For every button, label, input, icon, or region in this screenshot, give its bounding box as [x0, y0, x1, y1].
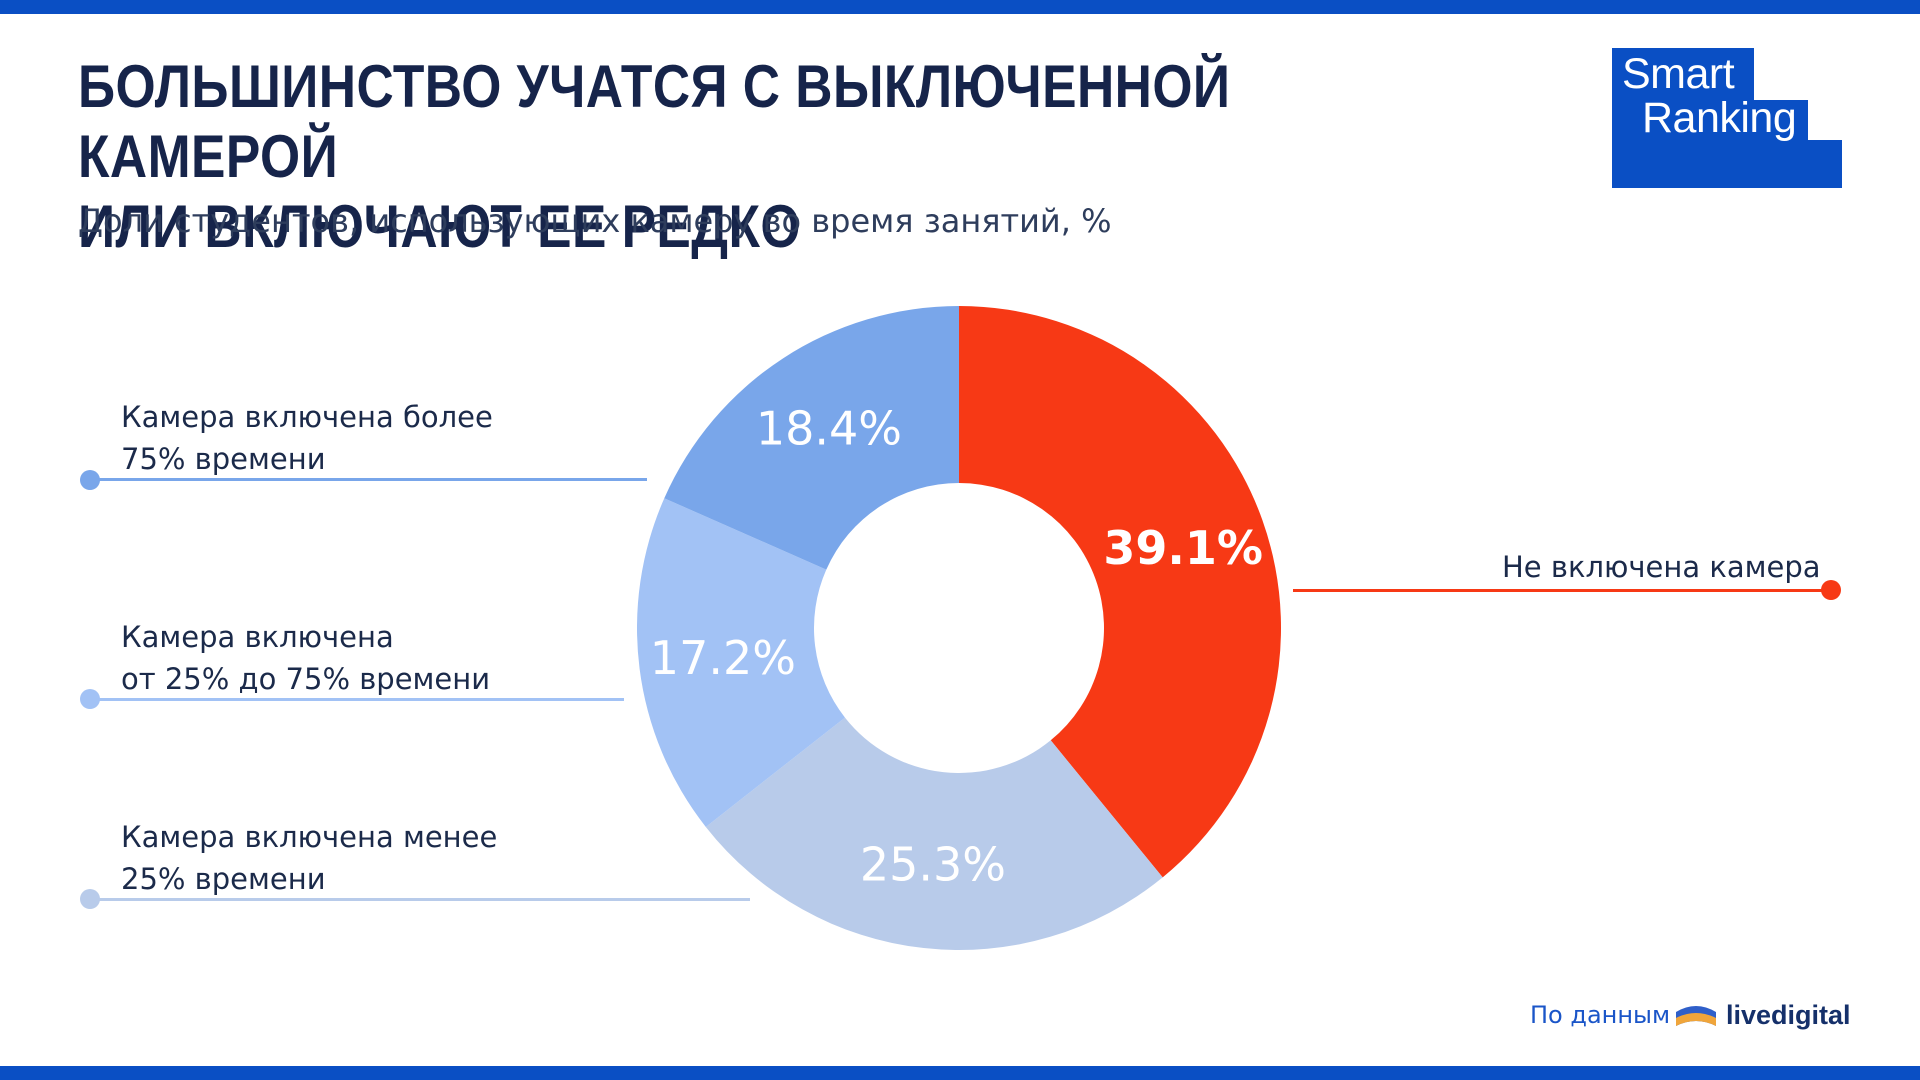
- chart-title: Большинство учатся с выключенной камерой…: [78, 52, 1325, 262]
- livedigital-logo-icon: [1676, 1006, 1716, 1026]
- legend-dot-more-75: [80, 470, 100, 490]
- legend-label-more-75: Камера включена более 75% времени: [121, 396, 493, 480]
- chart-title-line-2: или включают ее редко: [78, 193, 801, 260]
- top-accent-bar: [0, 0, 1920, 14]
- chart-subtitle: Доли студентов, использующих камеру во в…: [78, 202, 1112, 240]
- source-brand: livedigital: [1726, 1000, 1851, 1030]
- legend-label-more-75-line-1: Камера включена более: [121, 400, 493, 434]
- slice-value-label-3: 18.4%: [756, 402, 902, 456]
- donut-slice-1: [705, 717, 1163, 951]
- donut-slice-0: [959, 306, 1281, 878]
- legend-label-mid-line-2: от 25% до 75% времени: [121, 662, 491, 696]
- legend-label-mid: Камера включена от 25% до 75% времени: [121, 616, 490, 700]
- legend-dot-mid: [80, 689, 100, 709]
- slice-value-label-2: 17.2%: [650, 631, 796, 685]
- legend-label-more-75-line-2: 75% времени: [121, 442, 326, 476]
- leader-line-less-25: [90, 898, 750, 901]
- legend-label-mid-line-1: Камера включена: [121, 620, 394, 654]
- chart-title-line-1: Большинство учатся с выключенной камерой: [78, 53, 1231, 190]
- bottom-accent-bar: [0, 1066, 1920, 1080]
- legend-dot-off: [1821, 580, 1841, 600]
- source-prefix: По данным: [1530, 1001, 1671, 1029]
- logo-text-smart: Smart: [1622, 50, 1735, 98]
- leader-line-more-75: [90, 478, 647, 481]
- legend-label-less-25-line-1: Камера включена менее: [121, 820, 498, 854]
- smart-ranking-logo: Smart Ranking: [1612, 48, 1842, 188]
- slice-value-label-0: 39.1%: [1103, 521, 1263, 575]
- leader-line-mid: [90, 698, 624, 701]
- legend-label-off: Не включена камера: [1502, 550, 1821, 584]
- logo-text-ranking: Ranking: [1642, 94, 1797, 142]
- donut-slice-3: [664, 306, 959, 570]
- legend-label-less-25: Камера включена менее 25% времени: [121, 816, 497, 900]
- slice-value-label-1: 25.3%: [860, 838, 1006, 892]
- legend-label-less-25-line-2: 25% времени: [121, 862, 326, 896]
- donut-slice-2: [637, 498, 845, 827]
- leader-line-off: [1293, 589, 1831, 592]
- legend-dot-less-25: [80, 889, 100, 909]
